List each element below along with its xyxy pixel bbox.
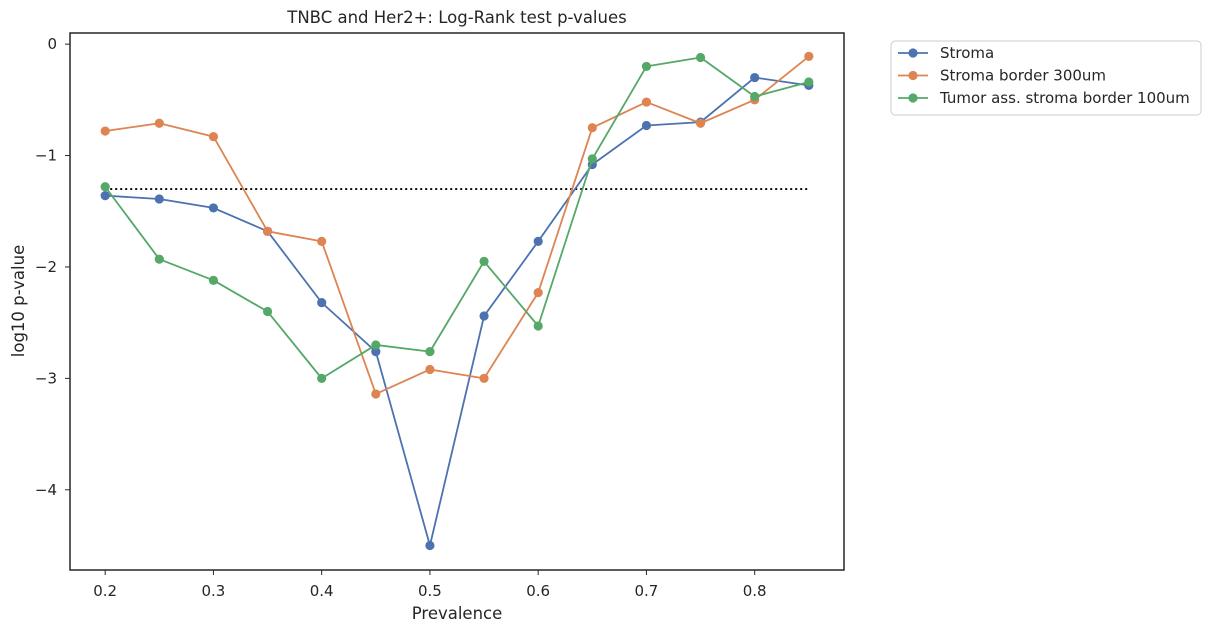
x-tick-label: 0.2 <box>93 582 117 600</box>
legend-label: Stroma <box>940 44 994 62</box>
data-point <box>533 236 543 246</box>
data-point <box>479 256 489 266</box>
x-axis: 0.2 0.3 0.4 0.5 0.6 0.7 0.8 <box>93 570 767 600</box>
data-point <box>479 311 489 321</box>
y-tick-label: −3 <box>35 369 57 387</box>
data-point <box>262 226 273 236</box>
chart-title: TNBC and Her2+: Log-Rank test p-values <box>286 8 626 27</box>
y-axis: 0 −1 −2 −3 −4 <box>35 35 70 499</box>
data-point <box>317 373 327 383</box>
series-1 <box>100 72 814 551</box>
y-tick-label: −4 <box>35 481 57 499</box>
data-point <box>695 118 706 128</box>
x-tick-label: 0.4 <box>310 582 334 600</box>
x-tick-label: 0.7 <box>635 582 659 600</box>
data-point <box>100 191 110 201</box>
series-line <box>105 55 810 395</box>
legend: Stroma Stroma border 300um Tumor ass. stro… <box>890 40 1202 116</box>
data-point <box>425 540 435 551</box>
series-2 <box>100 51 814 399</box>
data-point <box>262 306 273 317</box>
data-point <box>154 118 164 128</box>
data-point <box>317 298 327 308</box>
x-tick-label: 0.3 <box>202 582 226 600</box>
series-line <box>105 76 809 547</box>
legend-marker <box>908 48 918 58</box>
data-point <box>804 51 814 61</box>
data-point <box>208 132 219 142</box>
data-point <box>533 321 543 331</box>
data-point <box>208 203 219 213</box>
y-tick-label: −2 <box>35 258 57 276</box>
data-point <box>804 77 814 87</box>
x-tick-label: 0.5 <box>418 582 442 600</box>
data-point <box>154 194 164 204</box>
legend-label: Tumor ass. stroma border 100um <box>939 89 1190 107</box>
data-point <box>371 340 381 350</box>
data-point <box>371 389 381 399</box>
data-point <box>695 52 706 63</box>
data-point <box>587 123 597 133</box>
legend-marker <box>908 93 918 103</box>
legend-entry: Stroma border 300um <box>898 67 1106 85</box>
legend-entry: Tumor ass. stroma border 100um <box>898 89 1190 107</box>
y-axis-title: log10 p-value <box>9 245 28 357</box>
data-point <box>750 72 760 83</box>
data-point <box>587 154 597 164</box>
x-axis-title: Prevalence <box>412 604 503 623</box>
data-point <box>641 120 652 131</box>
x-tick-label: 0.6 <box>526 582 550 600</box>
plot-area <box>69 32 845 571</box>
data-point <box>750 91 760 102</box>
y-tick-label: 0 <box>47 35 57 53</box>
series-layer <box>100 51 814 551</box>
data-point <box>317 236 327 246</box>
data-point <box>100 126 110 136</box>
data-point <box>154 254 164 264</box>
data-point <box>208 275 219 285</box>
legend-label: Stroma border 300um <box>940 67 1106 85</box>
data-point <box>479 373 489 383</box>
x-tick-label: 0.8 <box>743 582 767 600</box>
data-point <box>425 364 435 375</box>
legend-marker <box>908 70 918 81</box>
data-point <box>425 347 435 357</box>
data-point <box>371 347 381 357</box>
data-point <box>641 61 652 72</box>
data-point <box>641 97 652 107</box>
data-point <box>533 287 543 298</box>
legend-box <box>890 40 1202 116</box>
data-point <box>100 182 110 192</box>
series-3 <box>100 52 814 383</box>
y-tick-label: −1 <box>35 147 57 165</box>
series-line <box>104 56 810 380</box>
legend-entry: Stroma <box>898 44 994 62</box>
